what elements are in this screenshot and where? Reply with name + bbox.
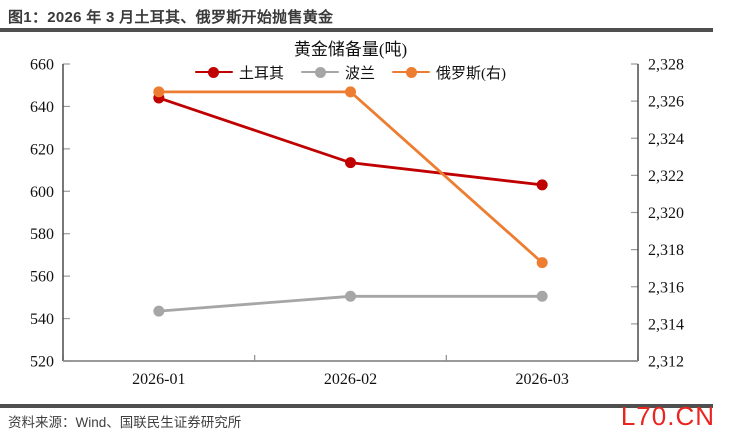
watermark: L70.CN — [620, 401, 715, 431]
data-point-marker — [536, 179, 548, 191]
turkey-line-marker-icon — [194, 66, 233, 78]
right-axis-tick-label: 2,324 — [648, 131, 684, 148]
title-underline — [0, 28, 713, 32]
figure-title: 图1：2026 年 3 月土耳其、俄罗斯开始抛售黄金 — [8, 9, 334, 26]
left-axis-tick-label: 660 — [30, 57, 54, 74]
poland-line-marker-icon — [301, 66, 339, 78]
legend-item-poland: 波兰 — [301, 62, 375, 83]
left-axis-tick-label: 560 — [30, 269, 54, 286]
data-point-marker — [153, 305, 165, 317]
data-point-marker — [536, 257, 548, 269]
right-axis-tick-label: 2,328 — [648, 57, 684, 74]
chart-legend: 土耳其 波兰 俄罗斯(右) — [63, 62, 638, 83]
left-axis-tick-label: 620 — [30, 141, 54, 158]
left-axis-tick-label: 520 — [30, 354, 54, 371]
series-line-left — [158, 96, 543, 187]
data-point-marker — [345, 157, 356, 169]
legend-label: 土耳其 — [238, 65, 284, 82]
left-axis-tick-label: 540 — [30, 311, 54, 328]
right-axis-tick-label: 2,314 — [648, 316, 684, 333]
left-axis-tick-label: 600 — [30, 184, 54, 201]
x-axis-category-label: 2026-02 — [324, 371, 377, 388]
x-axis-category-label: 2026-01 — [132, 371, 185, 388]
russia-line-marker-icon — [392, 66, 431, 78]
data-point-marker — [345, 290, 356, 302]
right-axis-tick-label: 2,312 — [648, 354, 684, 371]
legend-label: 俄罗斯(右) — [436, 65, 507, 82]
legend-label: 波兰 — [345, 65, 376, 82]
footer-rule — [0, 404, 713, 408]
right-axis-tick-label: 2,320 — [648, 205, 684, 222]
left-axis-tick-label: 640 — [30, 99, 54, 116]
right-axis-tick-label: 2,316 — [648, 279, 684, 296]
left-axis-tick-label: 580 — [30, 226, 54, 243]
right-axis-tick-label: 2,322 — [648, 168, 684, 185]
data-point-marker — [536, 290, 548, 302]
data-point-marker — [345, 86, 356, 98]
legend-item-russia: 俄罗斯(右) — [392, 62, 506, 83]
right-axis-tick-label: 2,318 — [648, 242, 684, 259]
source-note: 资料来源：Wind、国联民生证券研究所 — [8, 415, 242, 430]
legend-item-turkey: 土耳其 — [194, 62, 284, 83]
chart-title: 黄金储备量(吨) — [293, 40, 408, 59]
data-point-marker — [153, 86, 165, 98]
right-axis-tick-label: 2,326 — [648, 94, 684, 111]
x-axis-category-label: 2026-03 — [516, 371, 569, 388]
